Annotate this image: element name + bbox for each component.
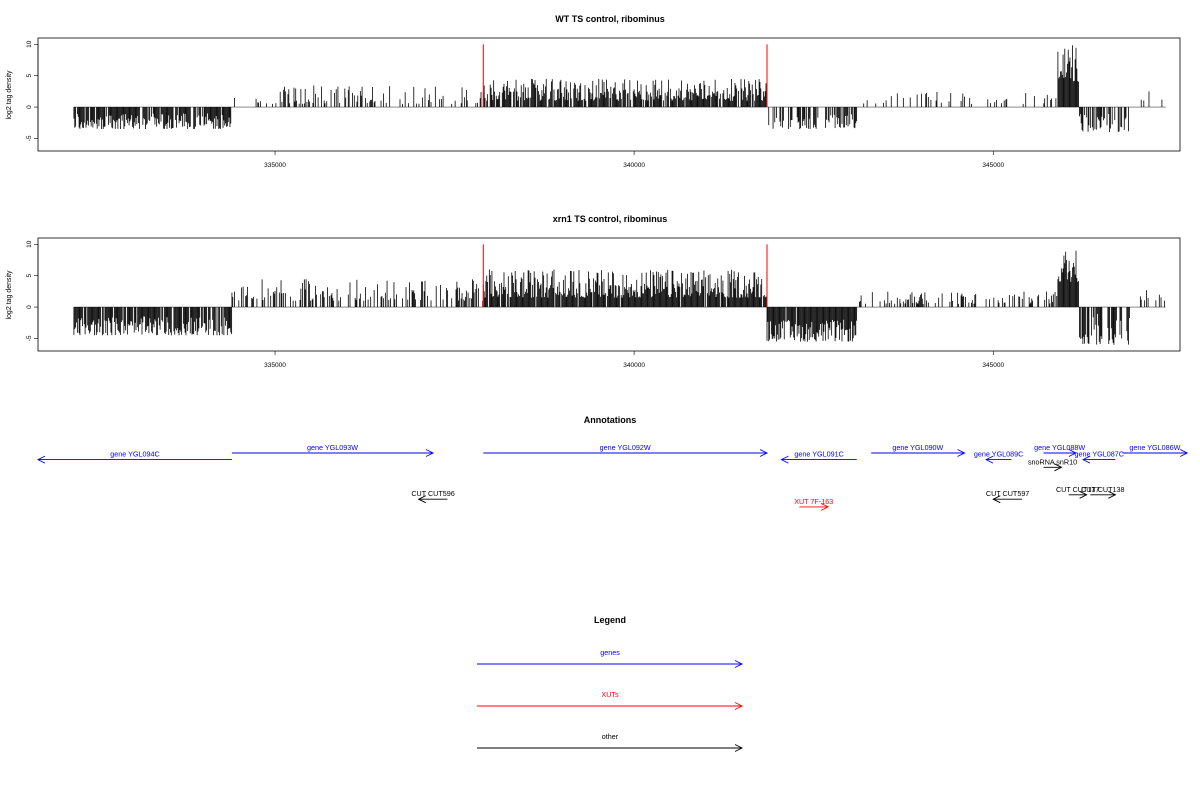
annotation-feature: gene YGL090W: [871, 443, 966, 457]
feature-label: gene YGL094C: [110, 450, 159, 459]
feature-arrowhead: [1054, 463, 1063, 472]
feature-label: snoRNA snR10: [1028, 457, 1077, 466]
feature-label: CUT CUT137: [1056, 485, 1099, 494]
feature-arrowhead: [985, 455, 994, 464]
annotations-title: Annotations: [584, 415, 637, 425]
annotation-feature: gene YGL091C: [780, 450, 857, 464]
y-tick-label: -5: [26, 335, 33, 341]
wt-track-bars: [73, 44, 1166, 133]
x-tick-label: 340000: [623, 362, 645, 369]
y-tick-label: 10: [26, 40, 33, 48]
legend-item: XUTs: [477, 690, 744, 710]
feature-label: CUT CUT596: [411, 489, 454, 498]
feature-label: XUT 7F-163: [794, 497, 833, 506]
wt-track-axes: -5 0 5 10 335000 340000 345000: [26, 40, 1004, 169]
feature-label: CUT CUT138: [1081, 485, 1124, 494]
annotation-feature: CUT CUT138: [1081, 485, 1124, 499]
xrn1-track-ylabel: log2 tag density: [6, 270, 13, 320]
x-tick-label: 345000: [982, 362, 1004, 369]
feature-label: gene YGL088W: [1034, 443, 1085, 452]
legend-label: other: [602, 732, 619, 741]
legend-items: genes XUTs other: [477, 648, 744, 752]
annotation-feature: gene YGL092W: [483, 443, 769, 457]
wt-track-title: WT TS control, ribominus: [555, 14, 665, 24]
y-tick-label: -5: [26, 135, 33, 141]
xrn1-track-panel: xrn1 TS control, ribominus log2 tag dens…: [6, 214, 1181, 369]
feature-arrowhead: [957, 449, 966, 457]
feature-arrowhead: [992, 495, 1001, 504]
annotation-feature: CUT CUT596: [411, 489, 455, 504]
y-tick-label: 0: [26, 305, 33, 309]
wt-track-panel: WT TS control, ribominus log2 tag densit…: [6, 14, 1181, 169]
xrn1-track-title: xrn1 TS control, ribominus: [553, 214, 668, 224]
feature-arrowhead: [759, 449, 769, 457]
annotation-feature: gene YGL094C: [36, 450, 232, 464]
x-tick-label: 335000: [264, 362, 286, 369]
annotation-feature: gene YGL087C: [1074, 450, 1124, 464]
legend-label: genes: [600, 648, 620, 657]
y-tick-label: 10: [26, 240, 33, 248]
legend-label: XUTs: [601, 690, 619, 699]
feature-arrowhead: [1079, 490, 1088, 499]
y-tick-label: 5: [26, 73, 33, 77]
xrn1-track-bars: [73, 244, 1166, 345]
annotation-feature: CUT CUT597: [986, 489, 1029, 504]
annotation-feature: gene YGL089C: [974, 450, 1023, 464]
annotation-feature: XUT 7F-163: [794, 497, 833, 511]
legend-title: Legend: [594, 615, 626, 625]
annotation-feature: gene YGL086W: [1122, 443, 1189, 457]
feature-label: gene YGL092W: [600, 443, 651, 452]
feature-arrowhead: [1082, 455, 1091, 464]
y-tick-label: 5: [26, 273, 33, 277]
feature-arrowhead: [425, 449, 435, 457]
x-tick-label: 345000: [982, 162, 1004, 169]
wt-track-ylabel: log2 tag density: [6, 70, 13, 120]
legend-arrowhead: [734, 660, 744, 668]
feature-arrowhead: [1108, 490, 1117, 499]
y-tick-label: 0: [26, 105, 33, 109]
legend-panel: Legend genes XUTs other: [477, 615, 744, 752]
feature-label: gene YGL086W: [1129, 443, 1180, 452]
feature-arrowhead: [820, 502, 830, 511]
feature-label: gene YGL091C: [794, 450, 843, 459]
annotation-feature: gene YGL093W: [231, 443, 435, 457]
feature-arrowhead: [780, 455, 789, 464]
feature-arrowhead: [1068, 449, 1077, 457]
wt-track-plot-frame: [37, 37, 1181, 152]
legend-item: other: [477, 732, 744, 752]
legend-item: genes: [477, 648, 744, 668]
xrn1-track-axes: -5 0 5 10 335000 340000 345000: [26, 240, 1004, 369]
annotation-features: gene YGL094C gene YGL093W gene YGL092W gene…: [36, 443, 1189, 511]
feature-label: CUT CUT597: [986, 489, 1029, 498]
feature-label: gene YGL089C: [974, 450, 1023, 459]
feature-arrowhead: [1179, 449, 1189, 457]
legend-arrowhead: [734, 744, 744, 752]
feature-label: gene YGL093W: [307, 443, 358, 452]
annotation-feature: CUT CUT137: [1056, 485, 1099, 499]
legend-arrowhead: [734, 702, 744, 710]
annotation-feature: gene YGL088W: [1034, 443, 1085, 457]
feature-arrowhead: [36, 455, 46, 464]
feature-label: gene YGL090W: [892, 443, 943, 452]
x-tick-label: 335000: [264, 162, 286, 169]
feature-label: gene YGL087C: [1074, 450, 1123, 459]
feature-arrowhead: [417, 495, 426, 504]
x-tick-label: 340000: [623, 162, 645, 169]
annotation-feature: snoRNA snR10: [1028, 457, 1077, 472]
